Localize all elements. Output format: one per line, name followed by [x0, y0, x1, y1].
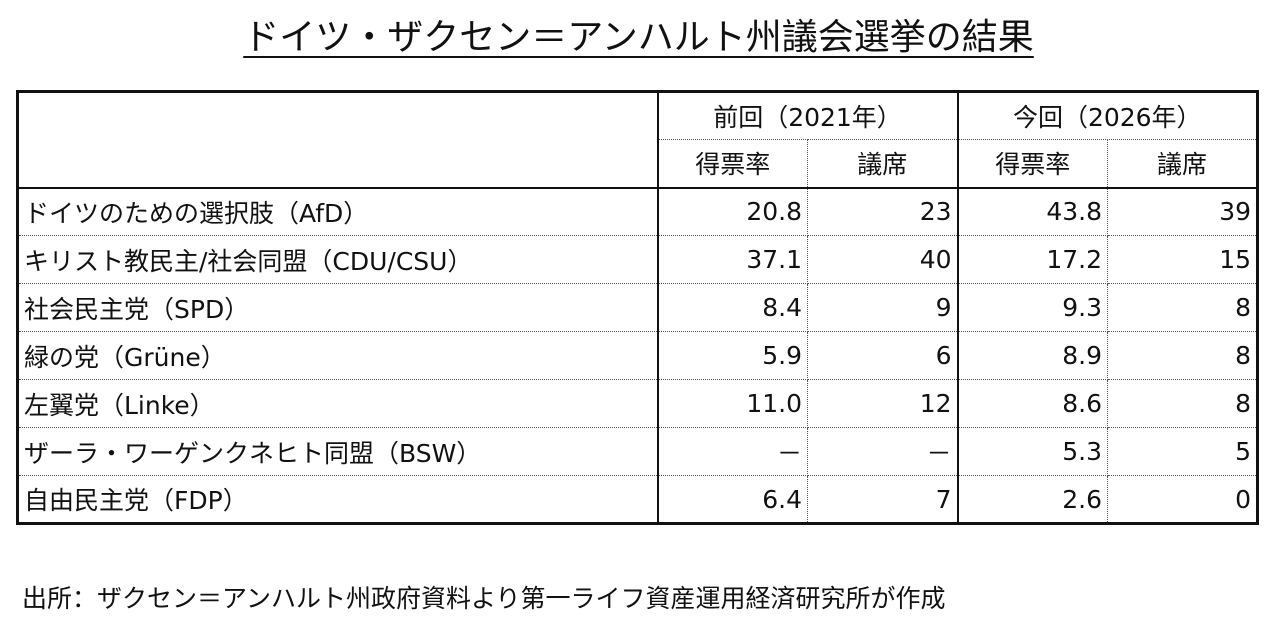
party-name: 緑の党（Grüne）	[17, 331, 658, 380]
table-row: キリスト教民主/社会同盟（CDU/CSU） 37.1 40 17.2 15	[17, 235, 1258, 284]
prev-share-cell: 5.9	[656, 331, 808, 380]
curr-share-cell: 8.9	[956, 331, 1108, 380]
sub-header-prev-share: 得票率	[656, 139, 808, 188]
party-name: 左翼党（Linke）	[17, 379, 658, 428]
curr-seats-cell: 8	[1107, 379, 1258, 428]
curr-share-cell: 9.3	[956, 283, 1108, 332]
prev-seats-cell: 40	[807, 235, 958, 284]
curr-seats-cell: 5	[1107, 427, 1258, 476]
curr-share-cell: 2.6	[956, 475, 1108, 524]
prev-share-cell: 20.8	[656, 186, 808, 236]
group-header-row: 前回（2021年） 今回（2026年）	[17, 91, 1258, 188]
table-row: ザーラ・ワーゲンクネヒト同盟（BSW） － － 5.3 5	[17, 427, 1258, 476]
curr-seats-cell: 0	[1107, 475, 1258, 524]
party-name: キリスト教民主/社会同盟（CDU/CSU）	[17, 235, 658, 284]
party-name: ザーラ・ワーゲンクネヒト同盟（BSW）	[17, 427, 658, 476]
prev-seats-cell: －	[807, 427, 958, 476]
sub-header-curr-seats: 議席	[1107, 139, 1258, 188]
table-row: 自由民主党（FDP） 6.4 7 2.6 0	[17, 475, 1258, 524]
prev-share-cell: －	[656, 427, 808, 476]
curr-share-cell: 43.8	[956, 186, 1108, 236]
curr-seats-cell: 39	[1107, 186, 1258, 236]
curr-seats-cell: 8	[1107, 331, 1258, 380]
table-row: 左翼党（Linke） 11.0 12 8.6 8	[17, 379, 1258, 428]
page-title: ドイツ・ザクセン＝アンハルト州議会選挙の結果	[0, 16, 1277, 60]
table-row: 社会民主党（SPD） 8.4 9 9.3 8	[17, 283, 1258, 332]
source-note: 出所：ザクセン＝アンハルト州政府資料より第一ライフ資産運用経済研究所が作成	[22, 584, 946, 613]
prev-share-cell: 37.1	[656, 235, 808, 284]
prev-seats-cell: 6	[807, 331, 958, 380]
sub-header-prev-seats: 議席	[807, 139, 958, 188]
prev-seats-cell: 23	[807, 186, 958, 236]
party-header-cell	[17, 91, 659, 188]
prev-seats-cell: 12	[807, 379, 958, 428]
curr-share-cell: 17.2	[956, 235, 1108, 284]
page-title-text: ドイツ・ザクセン＝アンハルト州議会選挙の結果	[243, 17, 1034, 58]
curr-share-cell: 8.6	[956, 379, 1108, 428]
curr-share-cell: 5.3	[956, 427, 1108, 476]
prev-seats-cell: 9	[807, 283, 958, 332]
curr-seats-cell: 15	[1107, 235, 1258, 284]
table-row: ドイツのための選択肢（AfD） 20.8 23 43.8 39	[17, 186, 1258, 236]
party-name: 社会民主党（SPD）	[17, 283, 658, 332]
party-name: 自由民主党（FDP）	[17, 475, 658, 524]
sub-header-curr-share: 得票率	[956, 139, 1108, 188]
election-results-table: 前回（2021年） 今回（2026年） 得票率 議席 得票率 議席 ドイツのため…	[16, 90, 1259, 525]
group-header-previous: 前回（2021年）	[656, 91, 958, 140]
curr-seats-cell: 8	[1107, 283, 1258, 332]
prev-seats-cell: 7	[807, 475, 958, 524]
prev-share-cell: 8.4	[656, 283, 808, 332]
prev-share-cell: 6.4	[656, 475, 808, 524]
group-header-current: 今回（2026年）	[956, 91, 1258, 140]
prev-share-cell: 11.0	[656, 379, 808, 428]
table-row: 緑の党（Grüne） 5.9 6 8.9 8	[17, 331, 1258, 380]
party-name: ドイツのための選択肢（AfD）	[17, 186, 658, 236]
